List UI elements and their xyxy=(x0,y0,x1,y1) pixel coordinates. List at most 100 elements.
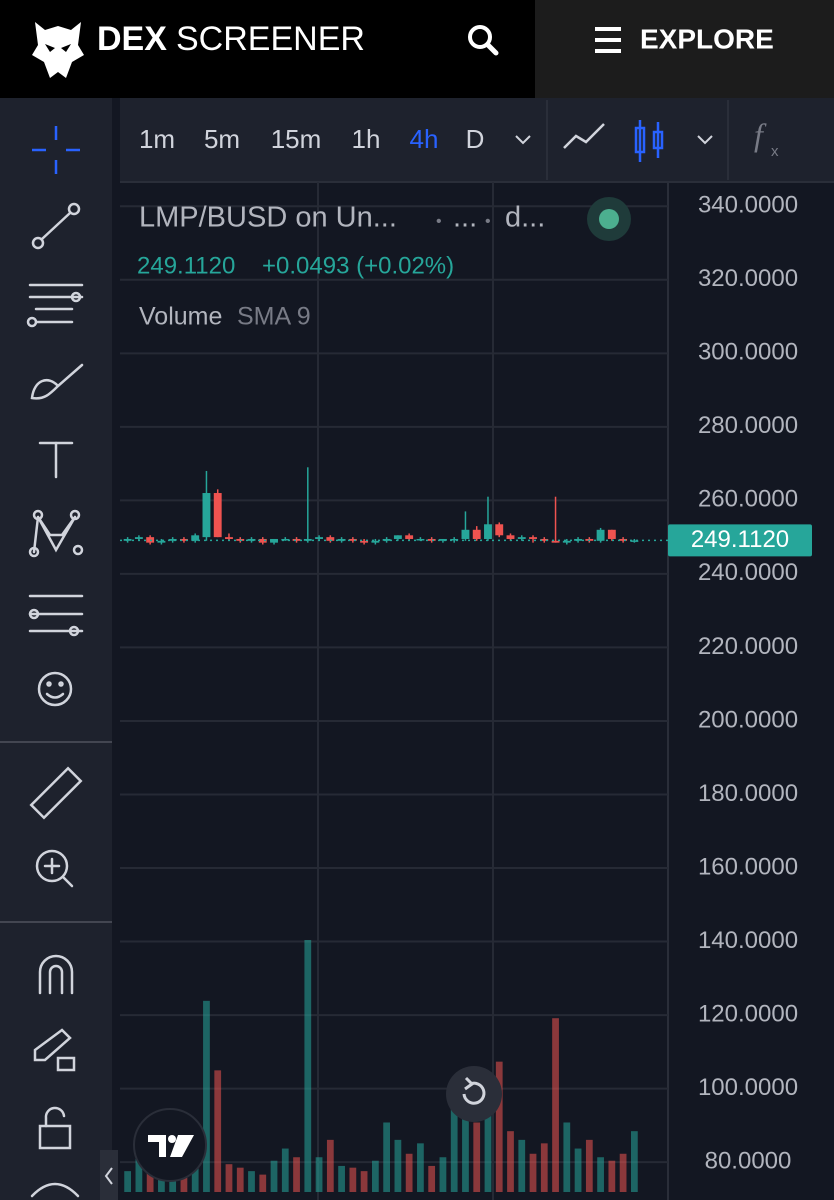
candle-body xyxy=(461,529,470,539)
logo[interactable] xyxy=(32,22,84,78)
volume-bar xyxy=(450,1079,458,1192)
volume-bar xyxy=(371,1160,379,1192)
candle-body xyxy=(393,535,402,539)
candle-body xyxy=(596,529,605,541)
exchange-label: ... xyxy=(453,202,477,234)
volume-bar xyxy=(360,1171,368,1192)
brand-bold: DEX xyxy=(97,20,167,58)
indicator-args: SMA 9 xyxy=(237,303,311,331)
candle-style-button[interactable] xyxy=(634,120,664,162)
volume-bar xyxy=(619,1153,627,1192)
brand-light: SCREENER xyxy=(176,20,365,58)
candle-body xyxy=(360,540,369,543)
zoom-tool[interactable] xyxy=(35,849,74,888)
candle-body xyxy=(225,537,233,539)
candle-body xyxy=(427,538,436,541)
lock-drawings-tool[interactable] xyxy=(33,1028,76,1072)
candle-body xyxy=(551,540,560,543)
price-label: 249.1120 xyxy=(137,252,235,279)
volume-bar xyxy=(540,1143,548,1192)
magnet-tool[interactable] xyxy=(38,954,74,995)
candle-body xyxy=(157,540,166,543)
y-tick-label: 220.0000 xyxy=(698,633,798,660)
line-style-button[interactable] xyxy=(563,123,605,149)
volume-bar xyxy=(270,1160,278,1192)
candle-body xyxy=(540,538,549,541)
y-tick-label: 160.0000 xyxy=(698,853,798,880)
eye-tool[interactable] xyxy=(30,1182,80,1198)
reset-button[interactable] xyxy=(446,1066,502,1122)
candle-body xyxy=(134,537,143,539)
volume-bar xyxy=(293,1157,300,1192)
candle-body xyxy=(337,538,346,541)
candle-body xyxy=(529,537,537,539)
interval-button[interactable]: 4h xyxy=(410,124,439,154)
candle-body xyxy=(405,535,414,539)
candle-body xyxy=(438,538,447,541)
interval-button[interactable]: 5m xyxy=(204,124,240,154)
candle-body xyxy=(191,535,200,541)
candle-body xyxy=(562,540,571,543)
explore-button[interactable] xyxy=(535,0,834,98)
symbol-label: LMP/BUSD on Un... xyxy=(139,202,397,234)
indicator-name: Volume xyxy=(139,303,222,331)
interval-button[interactable]: D xyxy=(466,124,485,154)
status-dot xyxy=(599,209,619,229)
candle-body xyxy=(450,538,459,541)
last-price-box xyxy=(668,524,812,557)
candle-body xyxy=(348,538,357,541)
volume-bar xyxy=(439,1157,447,1192)
candle-body xyxy=(213,493,222,538)
volume-bar xyxy=(585,1139,593,1192)
lock-tool[interactable] xyxy=(38,1106,72,1150)
candle-body xyxy=(270,538,278,543)
volume-bar xyxy=(338,1165,345,1192)
volume-bar xyxy=(428,1165,436,1192)
interval-button[interactable]: 15m xyxy=(271,124,322,154)
candle-body xyxy=(472,529,481,539)
dot: • xyxy=(485,213,491,230)
volume-bar xyxy=(214,1070,222,1192)
candle-body xyxy=(574,538,583,541)
volume-bar xyxy=(191,1153,199,1192)
pattern-tool[interactable] xyxy=(28,509,84,558)
candle-body xyxy=(247,538,256,541)
brush-tool[interactable] xyxy=(30,363,84,400)
volume-bar xyxy=(349,1167,357,1192)
volume-bar xyxy=(135,1139,143,1192)
search-icon[interactable] xyxy=(468,25,499,56)
y-tick-label: 100.0000 xyxy=(698,1074,798,1101)
volume-bar xyxy=(315,1157,323,1192)
y-tick-label: 260.0000 xyxy=(698,486,798,513)
candle-body xyxy=(179,538,188,541)
volume-bar xyxy=(495,1061,503,1192)
volume-bar xyxy=(304,940,312,1192)
style-dropdown[interactable] xyxy=(697,135,713,145)
trend-line-tool[interactable] xyxy=(31,202,81,250)
crosshair-tool[interactable] xyxy=(32,126,80,174)
volume-bar xyxy=(630,1131,638,1192)
candle-body xyxy=(619,538,628,541)
interval-dropdown[interactable] xyxy=(515,135,531,145)
volume-bar xyxy=(484,1096,492,1192)
prediction-tool[interactable] xyxy=(28,594,84,637)
last-price-label: 249.1120 xyxy=(691,526,789,553)
collapse-button[interactable] xyxy=(100,1150,118,1200)
explore-label[interactable]: EXPLORE xyxy=(640,23,774,54)
y-tick-label: 180.0000 xyxy=(698,780,798,807)
volume-bar xyxy=(552,1018,559,1192)
fib-tool[interactable] xyxy=(26,283,84,328)
interval-button[interactable]: 1h xyxy=(352,124,381,154)
dot: • xyxy=(436,213,442,230)
interval-button[interactable]: 1m xyxy=(139,124,175,154)
text-tool[interactable] xyxy=(38,441,74,479)
volume-bar xyxy=(281,1148,289,1192)
volume-bar xyxy=(383,1122,391,1192)
drawing-toolbar xyxy=(0,98,112,1200)
emoji-tool[interactable] xyxy=(37,671,73,707)
svg-text:x: x xyxy=(771,143,779,160)
candle-body xyxy=(292,538,301,541)
tradingview-logo[interactable] xyxy=(133,1108,207,1182)
volume-bar xyxy=(236,1167,244,1192)
ruler-tool[interactable] xyxy=(29,766,83,820)
